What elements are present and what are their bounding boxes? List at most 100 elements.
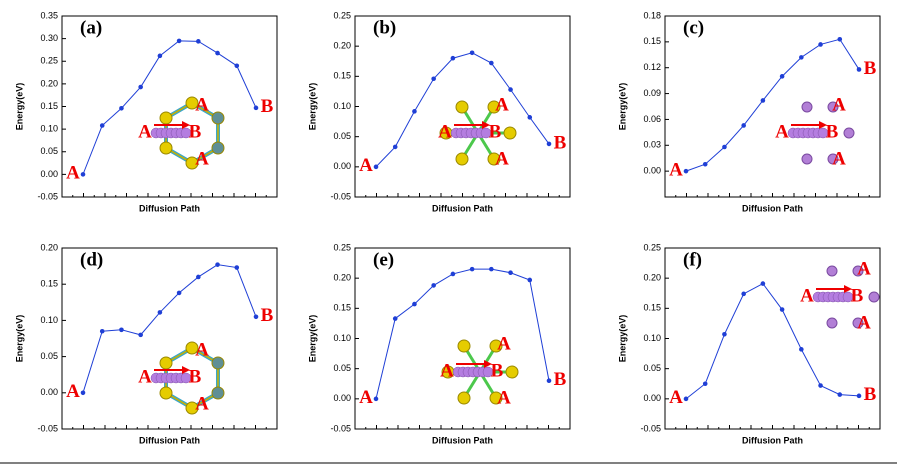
data-point: [779, 74, 785, 79]
y-tick-label: 0.15: [333, 71, 351, 81]
annotation: B: [261, 305, 274, 326]
data-point: [702, 161, 708, 167]
y-tick-label: -0.05: [640, 423, 661, 433]
annotation: B: [261, 96, 274, 117]
y-tick-label: 0.05: [643, 363, 661, 373]
data-point: [722, 331, 727, 337]
data-point: [489, 60, 494, 66]
atom: [159, 141, 173, 155]
path-atom: [480, 127, 492, 139]
data-point: [799, 55, 804, 60]
data-point: [157, 310, 163, 315]
structure-inset: [812, 265, 880, 329]
y-tick-label: 0.00: [40, 169, 58, 179]
y-tick-label: 0.06: [643, 114, 661, 124]
data-point: [856, 393, 862, 399]
annotation: A: [495, 94, 509, 115]
atom: [211, 141, 225, 155]
data-point: [234, 265, 240, 270]
data-point: [508, 270, 513, 276]
annotation: A: [857, 258, 871, 279]
annotation: A: [775, 121, 789, 142]
panel-label: (d): [80, 249, 103, 270]
data-point: [837, 36, 843, 42]
atom: [505, 365, 519, 379]
path-atom: [842, 291, 854, 303]
data-point: [392, 144, 398, 150]
data-point: [215, 262, 220, 267]
y-tick-label: 0.09: [643, 88, 661, 98]
arrow-head: [844, 285, 852, 293]
data-point: [741, 123, 746, 128]
x-axis-label: Diffusion Path: [432, 435, 493, 445]
series-line: [685, 282, 860, 400]
annotation: B: [489, 121, 502, 142]
annotation: A: [195, 148, 209, 169]
data-point: [196, 274, 201, 280]
plot-frame: [664, 247, 881, 430]
data-point: [779, 307, 785, 312]
y-tick-label: 0.00: [333, 393, 351, 403]
y-tick-label: 0.20: [40, 242, 58, 252]
data-point: [431, 283, 436, 288]
y-tick-label: -0.05: [37, 191, 58, 201]
annotation: A: [497, 333, 511, 354]
annotation: A: [66, 381, 80, 402]
data-point: [722, 144, 727, 150]
annotation: A: [138, 121, 152, 142]
atom: [455, 100, 469, 114]
structure-inset: [787, 101, 855, 165]
data-point: [373, 396, 379, 402]
y-tick-label: 0.10: [643, 333, 661, 343]
atom: [503, 126, 517, 140]
data-point: [527, 115, 533, 120]
data-point: [138, 332, 143, 338]
x-axis-label: Diffusion Path: [742, 203, 803, 213]
annotation: A: [359, 387, 373, 408]
data-point: [215, 50, 220, 56]
data-point: [818, 383, 823, 388]
data-point: [683, 168, 689, 174]
annotation: A: [800, 285, 814, 306]
annotation: B: [851, 285, 864, 306]
data-point: [856, 67, 862, 72]
y-tick-label: 0.25: [333, 242, 351, 252]
structure-inset: [150, 341, 225, 415]
y-axis-label: Energy(eV): [14, 315, 24, 363]
y-tick-label: 0.15: [333, 303, 351, 313]
annotation: A: [497, 387, 511, 408]
data-point: [412, 301, 417, 307]
y-tick-label: 0.15: [643, 303, 661, 313]
annotation: A: [669, 160, 683, 181]
y-tick-label: -0.05: [330, 423, 351, 433]
y-tick-label: 0.20: [333, 273, 351, 283]
data-point: [431, 76, 436, 82]
data-point: [818, 42, 823, 47]
atom: [457, 339, 471, 353]
annotation: A: [669, 387, 683, 408]
atom: [826, 317, 838, 329]
y-tick-label: 0.10: [40, 124, 58, 134]
y-tick-label: 0.00: [40, 387, 58, 397]
atom: [211, 386, 225, 400]
data-point: [527, 277, 533, 283]
atom: [457, 391, 471, 405]
annotation: A: [495, 148, 509, 169]
arrow-head: [482, 121, 490, 129]
series-line: [82, 40, 257, 175]
atom: [852, 317, 864, 329]
x-axis-label: Diffusion Path: [139, 203, 200, 213]
data-point: [489, 266, 494, 272]
annotation: A: [195, 339, 209, 360]
atom: [487, 152, 501, 166]
annotation: A: [195, 393, 209, 414]
x-axis-label: Diffusion Path: [139, 435, 200, 445]
y-axis-label: Energy(eV): [14, 83, 24, 131]
atom: [159, 111, 173, 125]
data-point: [253, 105, 259, 111]
atom: [843, 127, 855, 139]
data-point: [469, 50, 475, 56]
atom: [487, 100, 501, 114]
y-tick-label: 0.00: [643, 393, 661, 403]
